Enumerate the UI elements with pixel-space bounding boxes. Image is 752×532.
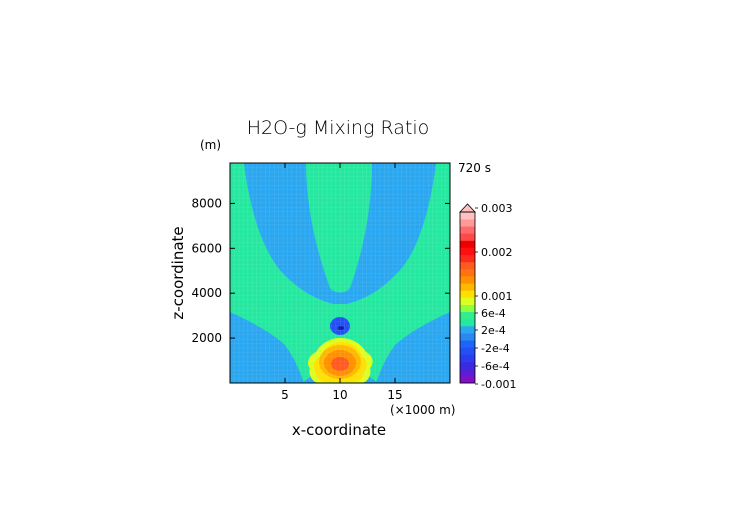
colorbar-swatch	[460, 269, 475, 277]
colorbar-swatch	[460, 240, 475, 248]
colorbar: 0.003 0.002 0.001 6e-4 2e-4 -2e-4 -6e-4 -0.001	[459, 202, 516, 391]
colorbar-swatch	[460, 219, 475, 227]
x-unit-label: (×1000 m)	[390, 403, 455, 417]
y-axis-label: z-coordinate	[169, 226, 187, 319]
colorbar-swatch	[460, 368, 475, 377]
colorbar-swatch	[460, 311, 475, 320]
colorbar-swatch	[460, 333, 475, 341]
time-label: 720 s	[458, 161, 491, 175]
axes: 5 10 15 2000 4000 6000 8000	[191, 163, 450, 402]
y-tick-label: 6000	[191, 241, 222, 255]
colorbar-swatch	[460, 283, 475, 291]
plot-area	[230, 163, 450, 383]
colorbar-frame	[459, 211, 476, 384]
colorbar-tick-label: 6e-4	[481, 307, 506, 320]
colorbar-swatch	[460, 247, 475, 256]
colorbar-swatch	[460, 297, 475, 305]
y-tick-label: 8000	[191, 196, 222, 210]
x-tick-label: 15	[387, 388, 402, 402]
colorbar-tick-label: -0.001	[481, 378, 516, 391]
colorbar-tick-label: 0.003	[481, 202, 513, 215]
colorbar-swatch	[460, 318, 475, 327]
colorbar-swatch	[460, 233, 475, 241]
y-unit-label: (m)	[200, 138, 221, 152]
y-tick-label: 2000	[191, 331, 222, 345]
colorbar-swatch	[460, 226, 475, 234]
colorbar-extend-arrow	[459, 203, 476, 213]
colorbar-swatch	[460, 254, 475, 263]
colorbar-swatch	[460, 304, 475, 313]
colorbar-tick-label: -6e-4	[481, 360, 510, 373]
x-tick-label: 5	[281, 388, 289, 402]
grid-overlay	[230, 163, 450, 383]
colorbar-swatch	[460, 361, 475, 370]
colorbar-swatch	[460, 290, 475, 298]
colorbar-swatch	[460, 261, 475, 270]
x-axis-label: x-coordinate	[292, 421, 386, 439]
y-tick-label: 4000	[191, 286, 222, 300]
colorbar-swatch	[460, 212, 475, 220]
colorbar-tick-label: -2e-4	[481, 342, 510, 355]
colorbar-swatch	[460, 276, 475, 284]
colorbar-tick-label: 2e-4	[481, 324, 506, 337]
x-tick-label: 10	[332, 388, 347, 402]
colorbar-swatch	[460, 347, 475, 355]
colorbar-swatch	[460, 340, 475, 348]
colorbar-tick-label: 0.002	[481, 246, 513, 259]
colorbar-swatch	[460, 375, 475, 384]
colorbar-tick-label: 0.001	[481, 290, 513, 303]
chart-title: H2O-g Mixing Ratio	[247, 117, 430, 139]
colorbar-swatch	[460, 326, 475, 334]
colorbar-swatch	[460, 354, 475, 362]
